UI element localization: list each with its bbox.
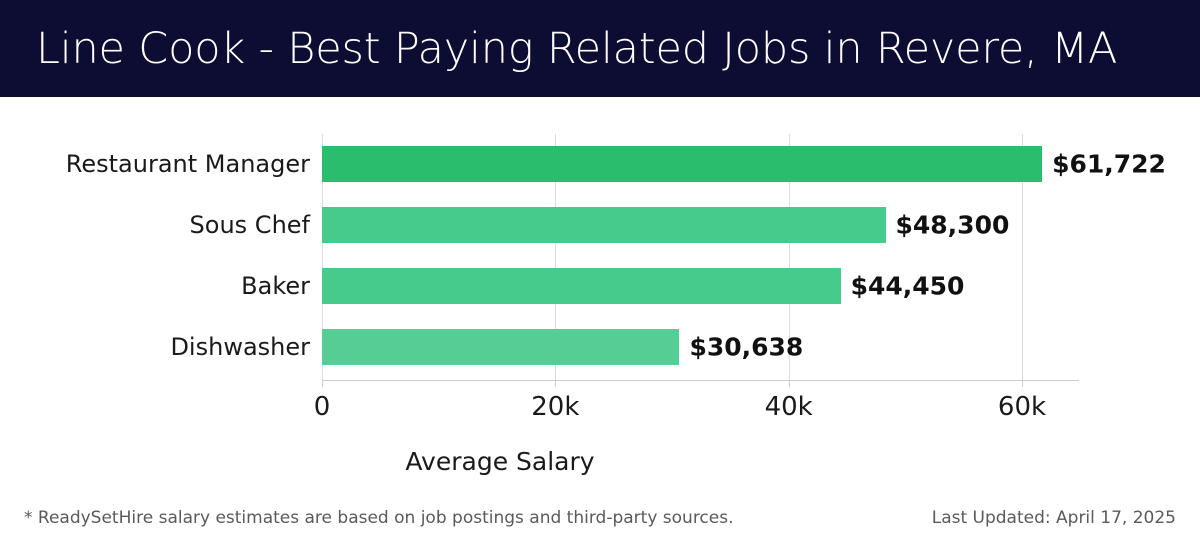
tick-mark-0 [322, 380, 323, 387]
category-label: Sous Chef [189, 211, 310, 239]
category-label: Restaurant Manager [65, 150, 310, 178]
gridline-40k [788, 134, 790, 380]
bar-value-label: $44,450 [850, 271, 965, 301]
category-label: Dishwasher [170, 333, 310, 361]
category-label-row: Dishwasher [0, 329, 310, 365]
footer: * ReadySetHire salary estimates are base… [0, 508, 1200, 544]
category-label-row: Sous Chef [0, 207, 310, 243]
x-axis-title-text: Average Salary [405, 447, 595, 476]
bar-row[interactable]: $48,300 [322, 207, 1078, 243]
bar[interactable] [322, 329, 680, 365]
page-title: Line Cook - Best Paying Related Jobs in … [36, 23, 1118, 74]
bar-row[interactable]: $44,450 [322, 268, 1078, 304]
tick-mark-60k [1022, 380, 1023, 387]
bar[interactable] [322, 268, 841, 304]
x-tick-label-0: 0 [313, 392, 331, 422]
x-axis-line [322, 380, 1079, 381]
x-tick-label-40k: 40k [764, 392, 813, 422]
gridline-20k [555, 134, 557, 380]
footer-last-updated: Last Updated: April 17, 2025 [931, 508, 1176, 528]
bar[interactable] [322, 207, 886, 243]
footer-disclaimer: * ReadySetHire salary estimates are base… [24, 508, 734, 528]
gridline-0 [322, 134, 323, 380]
bar[interactable] [322, 146, 1043, 182]
category-label: Baker [241, 272, 310, 300]
bar-value-label: $61,722 [1052, 149, 1166, 179]
category-label-row: Baker [0, 268, 310, 304]
x-tick-label-60k: 60k [997, 392, 1047, 422]
category-label-row: Restaurant Manager [0, 146, 310, 182]
bar-row[interactable]: $30,638 [322, 329, 1078, 365]
x-tick-label-20k: 20k [531, 392, 580, 422]
bar-value-label: $30,638 [689, 332, 804, 362]
x-axis-title: Average Salary [0, 447, 1200, 476]
bar-chart: 0 20k 40k 60k $61,722 $48,300 $44,450 $30,638 … [0, 97, 1200, 497]
bar-row[interactable]: $61,722 [322, 146, 1166, 182]
bar-value-label: $48,300 [895, 210, 1010, 240]
plot-area [322, 134, 1078, 380]
gridline-60k [1022, 134, 1023, 380]
header-bar: Line Cook - Best Paying Related Jobs in … [0, 0, 1200, 97]
tick-mark-40k [788, 380, 790, 387]
tick-mark-20k [555, 380, 557, 387]
